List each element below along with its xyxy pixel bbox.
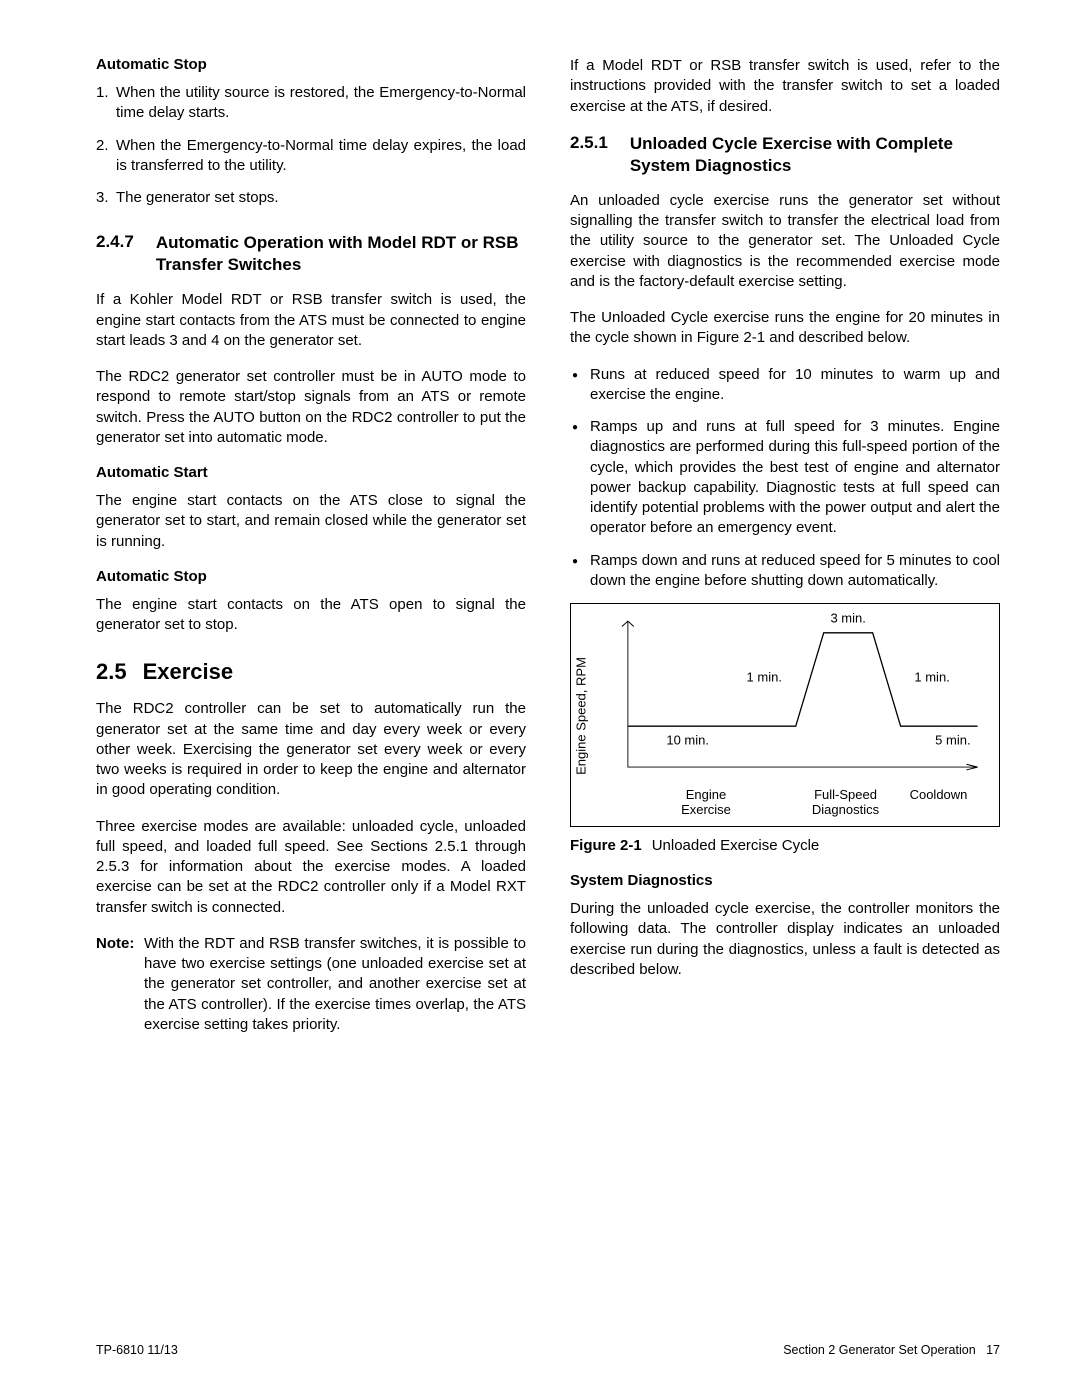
- heading-automatic-stop: Automatic Stop: [96, 56, 526, 73]
- footer-page-number: 17: [986, 1343, 1000, 1357]
- list-item: 1.When the utility source is restored, t…: [116, 83, 526, 124]
- paragraph: The Unloaded Cycle exercise runs the eng…: [570, 308, 1000, 349]
- list-item-text: Runs at reduced speed for 10 minutes to …: [590, 366, 1000, 403]
- footer-right: Section 2 Generator Set Operation 17: [783, 1343, 1000, 1357]
- heading-automatic-stop-2: Automatic Stop: [96, 568, 526, 585]
- figure-caption: Figure 2-1 Unloaded Exercise Cycle: [570, 837, 1000, 854]
- list-item-text: When the Emergency-to-Normal time delay …: [116, 137, 526, 174]
- section-heading-247: 2.4.7 Automatic Operation with Model RDT…: [96, 232, 526, 276]
- chart-y-axis-label: Engine Speed, RPM: [574, 657, 589, 775]
- note-body: With the RDT and RSB transfer switches, …: [144, 935, 526, 1033]
- paragraph: The engine start contacts on the ATS ope…: [96, 595, 526, 636]
- page-footer: TP-6810 11/13 Section 2 Generator Set Op…: [96, 1343, 1000, 1357]
- list-item-text: Ramps up and runs at full speed for 3 mi…: [590, 418, 1000, 536]
- section-title: Exercise: [143, 659, 234, 684]
- section-title: Unloaded Cycle Exercise with Complete Sy…: [630, 133, 1000, 177]
- list-item: 2.When the Emergency-to-Normal time dela…: [116, 136, 526, 177]
- chart-phase-labels: EngineExerciseFull-SpeedDiagnosticsCoold…: [613, 788, 985, 818]
- section-number: 2.4.7: [96, 232, 134, 276]
- bullet-list: Runs at reduced speed for 10 minutes to …: [570, 365, 1000, 592]
- chart-area: Engine Speed, RPM 10 min.1 min.3 min.1 m…: [585, 614, 985, 818]
- chart-annotation: 1 min.: [914, 669, 949, 684]
- list-item: Runs at reduced speed for 10 minutes to …: [590, 365, 1000, 406]
- list-item: Ramps down and runs at reduced speed for…: [590, 551, 1000, 592]
- paragraph: If a Kohler Model RDT or RSB transfer sw…: [96, 290, 526, 351]
- footer-left: TP-6810 11/13: [96, 1343, 178, 1357]
- paragraph: The RDC2 generator set controller must b…: [96, 367, 526, 448]
- list-item-text: Ramps down and runs at reduced speed for…: [590, 552, 1000, 589]
- heading-system-diagnostics: System Diagnostics: [570, 872, 1000, 889]
- note-label: Note:: [96, 934, 134, 954]
- chart-annotation: 3 min.: [830, 611, 865, 626]
- section-number: 2.5: [96, 659, 127, 684]
- heading-automatic-start: Automatic Start: [96, 464, 526, 481]
- chart-svg: [613, 614, 985, 792]
- figure-box: Engine Speed, RPM 10 min. 1 min. 3 min. 1 m…: [570, 603, 1000, 827]
- figure-title: Unloaded Exercise Cycle: [652, 837, 820, 854]
- figure-number: Figure 2-1: [570, 837, 642, 854]
- chart-phase-label: EngineExercise: [613, 788, 799, 818]
- chart-annotation: 10 min.: [666, 732, 709, 747]
- list-item-text: The generator set stops.: [116, 189, 279, 206]
- paragraph: During the unloaded cycle exercise, the …: [570, 899, 1000, 980]
- paragraph: The engine start contacts on the ATS clo…: [96, 491, 526, 552]
- paragraph: The RDC2 controller can be set to automa…: [96, 699, 526, 800]
- section-title: Automatic Operation with Model RDT or RS…: [156, 232, 526, 276]
- chart-annotation: 5 min.: [935, 732, 970, 747]
- note-block: Note: With the RDT and RSB transfer swit…: [96, 934, 526, 1035]
- auto-stop-list: 1.When the utility source is restored, t…: [96, 83, 526, 208]
- chart-phase-label: Cooldown: [892, 788, 985, 818]
- footer-section: Section 2 Generator Set Operation: [783, 1343, 975, 1357]
- section-number: 2.5.1: [570, 133, 608, 177]
- left-column: Automatic Stop 1.When the utility source…: [96, 56, 526, 1051]
- paragraph: An unloaded cycle exercise runs the gene…: [570, 191, 1000, 292]
- page-body: Automatic Stop 1.When the utility source…: [96, 56, 1000, 1051]
- paragraph: Three exercise modes are available: unlo…: [96, 817, 526, 918]
- section-heading-251: 2.5.1 Unloaded Cycle Exercise with Compl…: [570, 133, 1000, 177]
- list-item: 3.The generator set stops.: [116, 188, 526, 208]
- list-item: Ramps up and runs at full speed for 3 mi…: [590, 417, 1000, 539]
- list-item-text: When the utility source is restored, the…: [116, 84, 526, 121]
- section-heading-25: 2.5 Exercise: [96, 659, 526, 685]
- chart-svg-wrap: 10 min. 1 min. 3 min. 1 min. 5 min.: [613, 614, 985, 792]
- paragraph: If a Model RDT or RSB transfer switch is…: [570, 56, 1000, 117]
- chart-annotation: 1 min.: [747, 669, 782, 684]
- chart-phase-label: Full-SpeedDiagnostics: [799, 788, 892, 818]
- right-column: If a Model RDT or RSB transfer switch is…: [570, 56, 1000, 1051]
